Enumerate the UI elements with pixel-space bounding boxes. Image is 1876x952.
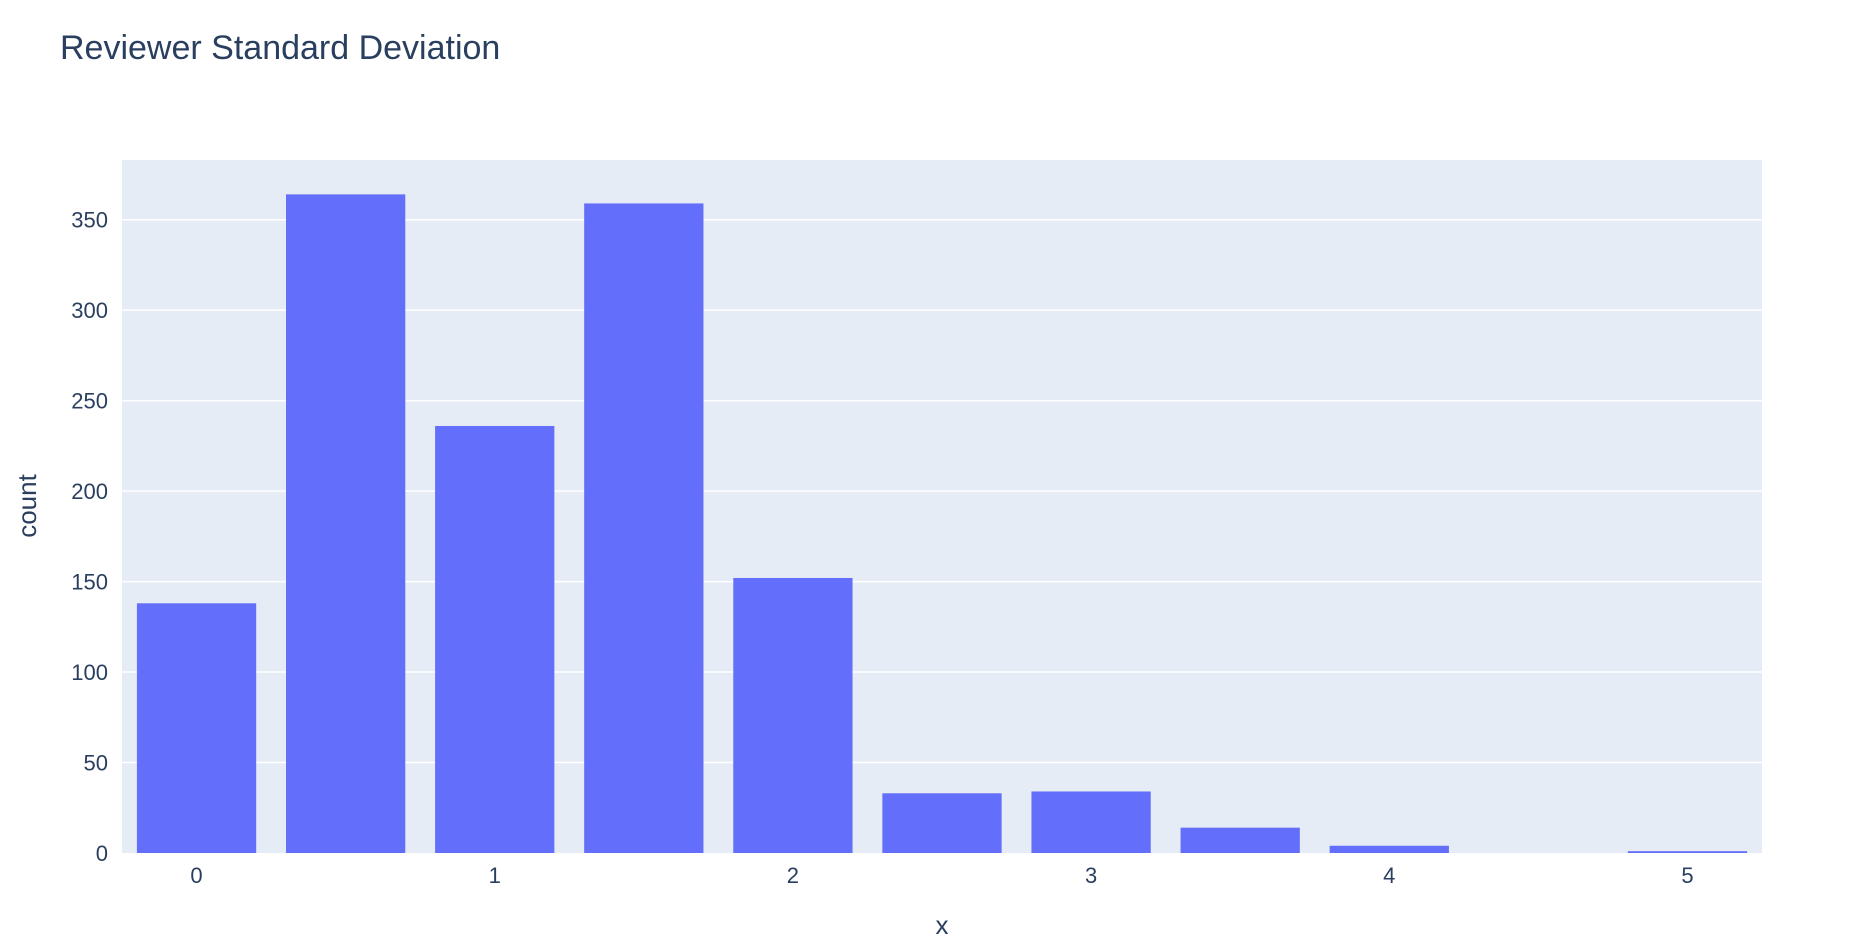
x-tick-label: 5 xyxy=(1681,863,1693,888)
x-axis-ticks: 0 1 2 3 4 5 xyxy=(190,863,1693,888)
bar-1 xyxy=(435,425,555,853)
x-tick-label: 4 xyxy=(1383,863,1395,888)
bar-0_5 xyxy=(286,194,406,853)
y-tick-label: 0 xyxy=(96,841,108,866)
chart-title: Reviewer Standard Deviation xyxy=(60,29,500,67)
y-tick-label: 350 xyxy=(71,208,108,233)
x-tick-label: 3 xyxy=(1085,863,1097,888)
bars xyxy=(136,194,1748,853)
y-tick-label: 250 xyxy=(71,389,108,414)
bar-2 xyxy=(733,577,853,853)
bar-5 xyxy=(1627,851,1748,853)
bar-1_5 xyxy=(584,203,704,853)
bar-3 xyxy=(1031,791,1151,853)
x-tick-label: 2 xyxy=(787,863,799,888)
y-tick-label: 300 xyxy=(71,298,108,323)
y-tick-label: 150 xyxy=(71,570,108,595)
bar-0 xyxy=(136,603,257,853)
y-axis-ticks: 0 50 100 150 200 250 300 350 xyxy=(71,208,108,866)
x-axis-title: x xyxy=(936,910,949,940)
y-axis-title: count xyxy=(12,473,42,537)
y-tick-label: 200 xyxy=(71,479,108,504)
y-tick-label: 50 xyxy=(84,751,108,776)
bar-3_5 xyxy=(1180,827,1300,853)
x-tick-label: 0 xyxy=(190,863,202,888)
bar-4 xyxy=(1329,845,1449,853)
y-tick-label: 100 xyxy=(71,660,108,685)
x-tick-label: 1 xyxy=(489,863,501,888)
bar-2_5 xyxy=(882,793,1002,853)
